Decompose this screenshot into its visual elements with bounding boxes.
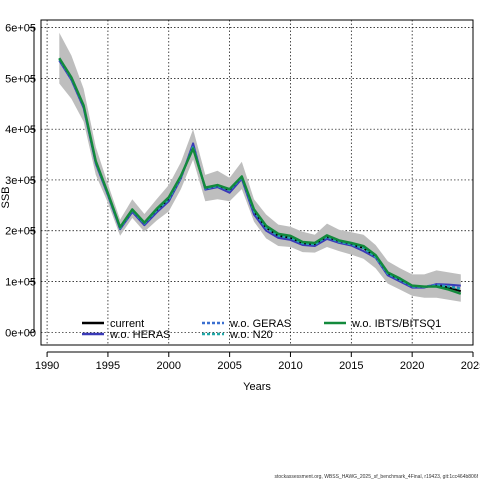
- plot-frame: [40, 19, 474, 346]
- confidence-band: [59, 32, 461, 302]
- legend-label: w.o. GERAS: [229, 318, 291, 330]
- series-line-w-o-n20: [58, 58, 462, 291]
- x-axis-label: Years: [243, 381, 271, 393]
- x-tick-label: 2000: [157, 360, 181, 372]
- y-tick-label: 3e+05: [5, 175, 36, 187]
- x-axis: 1990 1995 2000 2005 2010 2015 2020 2025: [35, 351, 480, 372]
- series-line-w-o-geras: [58, 58, 461, 290]
- legend-label: w.o. HERAS: [109, 329, 171, 341]
- series-line-w-o-heras: [58, 60, 461, 289]
- footer-text: stockassessment.org, WBSS_HAWG_2025_sf_b…: [274, 474, 478, 480]
- y-axis-label: SSB: [0, 186, 12, 208]
- legend-label: w.o. IBTS/BITSQ1: [351, 318, 441, 330]
- y-tick-label: 0e+00: [5, 327, 36, 339]
- legend-label: current: [110, 318, 144, 330]
- x-tick-label: 2010: [278, 360, 302, 372]
- y-tick-label: 4e+05: [5, 124, 36, 136]
- y-tick-label: 6e+05: [5, 23, 36, 35]
- x-tick-label: 2020: [400, 360, 424, 372]
- series-lines: [58, 57, 462, 295]
- y-axis: 0e+00 1e+05 2e+05 3e+05 4e+05 5e+05 6e+05: [5, 23, 36, 340]
- y-tick-label: 2e+05: [5, 226, 36, 238]
- x-tick-label: 2025: [461, 360, 480, 372]
- legend-label: w.o. N20: [229, 329, 273, 341]
- y-tick-label: 1e+05: [5, 277, 36, 289]
- series-line-current: [58, 58, 462, 293]
- x-tick-label: 2005: [217, 360, 241, 372]
- x-tick-label: 2015: [339, 360, 363, 372]
- series-line-w-o-ibts-bitsq1: [58, 57, 462, 295]
- x-tick-label: 1995: [96, 360, 120, 372]
- y-tick-label: 5e+05: [5, 73, 36, 85]
- x-tick-label: 1990: [35, 360, 59, 372]
